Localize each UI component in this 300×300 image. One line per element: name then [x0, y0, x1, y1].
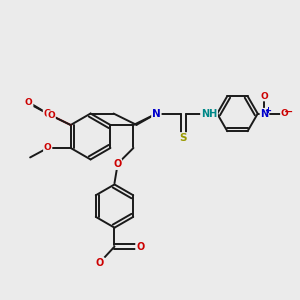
Text: +: + — [264, 106, 271, 116]
Text: N: N — [152, 109, 161, 119]
Text: S: S — [180, 133, 187, 143]
Text: O: O — [44, 109, 52, 119]
Text: O: O — [261, 92, 268, 100]
Text: O: O — [47, 111, 55, 120]
Text: −: − — [284, 107, 293, 117]
Text: O: O — [44, 143, 52, 152]
Text: NH: NH — [201, 109, 217, 119]
Text: O: O — [113, 159, 121, 169]
Text: O: O — [95, 258, 104, 268]
Text: O: O — [25, 98, 33, 107]
Text: O: O — [281, 109, 289, 118]
Text: O: O — [136, 242, 144, 252]
Text: N: N — [260, 109, 268, 119]
